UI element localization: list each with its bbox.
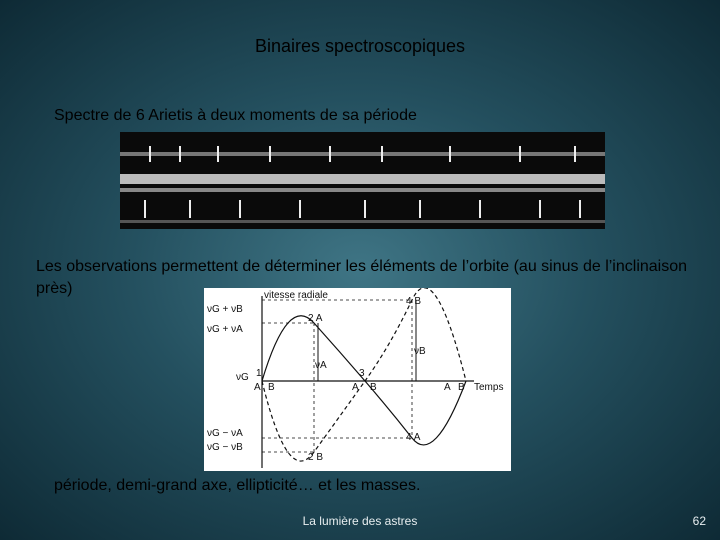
diagram-label: νG + νA [207, 324, 243, 335]
diagram-label: B [458, 382, 465, 393]
diagram-label: νG − νA [207, 428, 243, 439]
diagram-label: 3 [359, 368, 365, 379]
diagram-label: A [254, 382, 261, 393]
radial-velocity-diagram: vitesse radiale νG + νB νG + νA νG νG − … [204, 288, 511, 471]
spectrum-caption: Spectre de 6 Arietis à deux moments de s… [54, 107, 417, 124]
title: Binaires spectroscopiques [254, 36, 466, 56]
diagram-label: A [352, 382, 359, 393]
observations: Les observations permettent de détermine… [36, 258, 688, 297]
diagram-label: νG − νB [207, 442, 243, 453]
diagram-label: 4 B [406, 296, 421, 307]
diagram-label: B [268, 382, 275, 393]
footer: La lumière des astres [302, 514, 418, 528]
diagram-label: vitesse radiale [264, 290, 328, 301]
page-number: 62 [692, 514, 706, 528]
diagram-label: νG + νB [207, 304, 243, 315]
diagram-label: 1 [256, 368, 262, 379]
diagram-label: 2 B [308, 452, 323, 463]
spectrum-image [120, 132, 605, 229]
diagram-label: 4 A [406, 432, 421, 443]
diagram-label: A [444, 382, 451, 393]
diagram-label: Temps [474, 382, 503, 393]
diagram-label: B [370, 382, 377, 393]
conclusion: période, demi-grand axe, ellipticité… et… [54, 477, 421, 494]
diagram-label: νB [414, 346, 426, 357]
diagram-label: 2 A [308, 313, 323, 324]
diagram-label: νG [236, 372, 249, 383]
diagram-label: νA [315, 360, 327, 371]
